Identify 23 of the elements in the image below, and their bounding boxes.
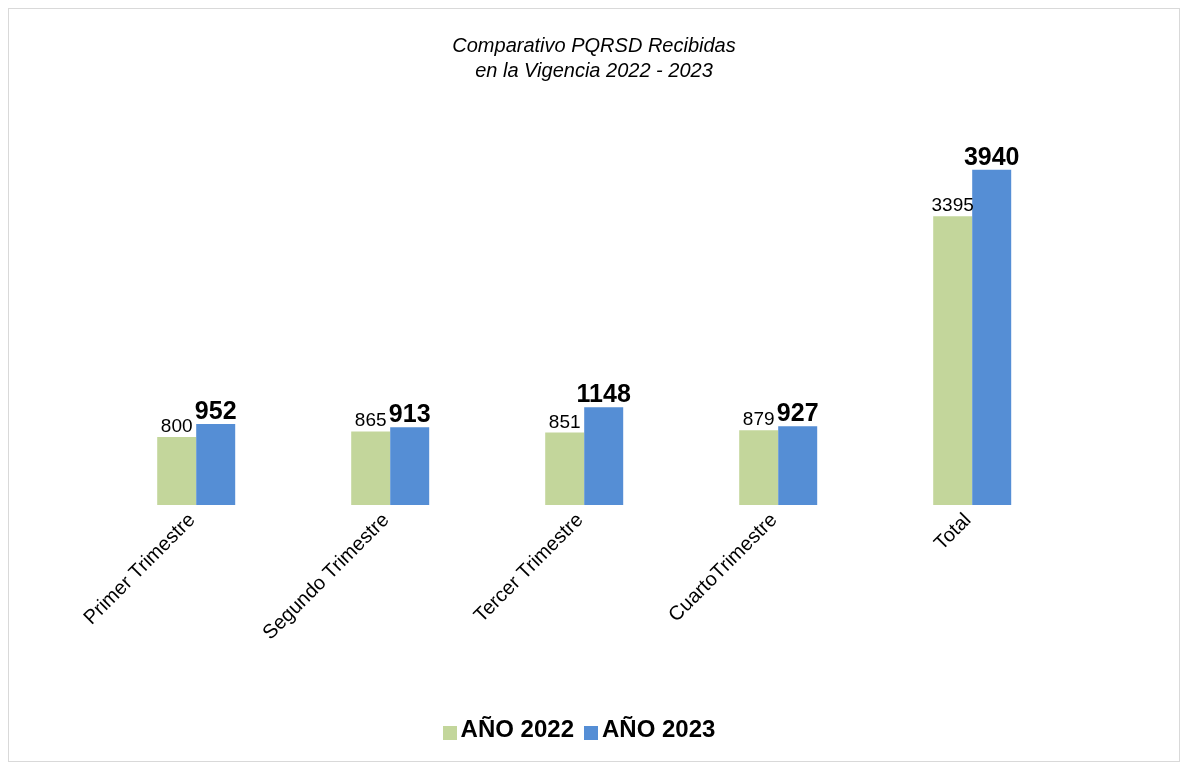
- bar: [157, 436, 197, 505]
- bar: [584, 407, 624, 505]
- bar: [739, 430, 779, 505]
- bar: [778, 426, 818, 505]
- bar: [390, 427, 430, 505]
- data-label: 851: [548, 410, 581, 432]
- data-label: 879: [742, 408, 775, 430]
- data-label: 1148: [576, 379, 631, 408]
- data-label: 865: [354, 409, 387, 431]
- bar: [972, 169, 1012, 505]
- bar: [196, 424, 236, 505]
- data-label: 913: [388, 399, 431, 428]
- bar: [351, 431, 391, 505]
- data-label: 3395: [931, 194, 974, 216]
- chart-title: Comparativo PQRSD Recibidas en la Vigencia 2022 - 2023: [451, 33, 737, 83]
- data-label: 927: [776, 398, 819, 427]
- bar: [545, 432, 585, 505]
- data-label: 3940: [963, 141, 1020, 170]
- data-label: 800: [160, 414, 193, 436]
- legend-label: AÑO 2022: [460, 715, 574, 742]
- bar: [933, 216, 973, 505]
- data-label: 952: [194, 396, 237, 425]
- legend-label: AÑO 2023: [602, 715, 716, 742]
